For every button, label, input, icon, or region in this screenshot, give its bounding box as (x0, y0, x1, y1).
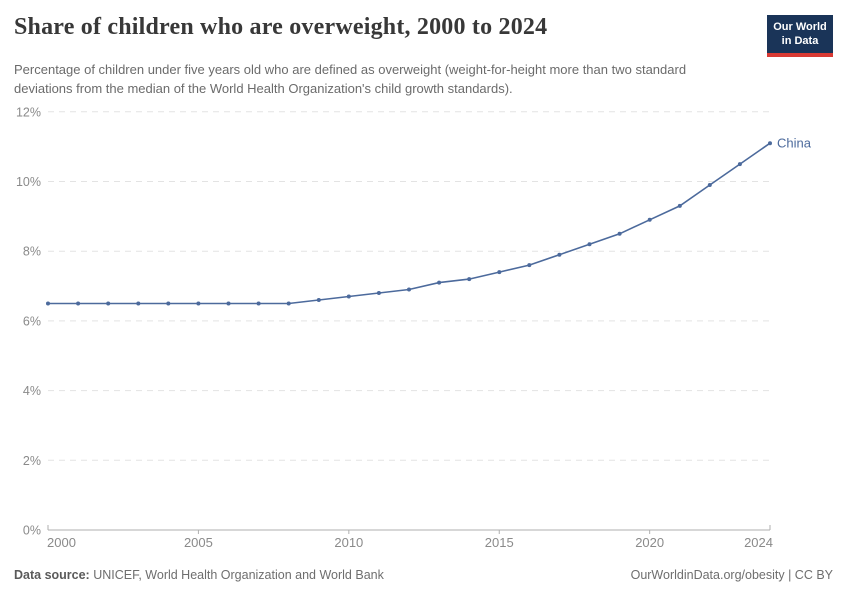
y-tick-label: 12% (16, 105, 41, 119)
data-source-note: Data source: UNICEF, World Health Organi… (14, 568, 384, 582)
data-point (707, 183, 712, 187)
x-tick-label: 2010 (334, 535, 363, 550)
data-point (737, 162, 742, 167)
data-point (376, 291, 381, 295)
x-tick-label: 2024 (744, 535, 773, 550)
data-point (346, 294, 351, 299)
chart-subtitle: Percentage of children under five years … (14, 62, 687, 96)
data-point (286, 301, 291, 306)
y-tick-label: 2% (23, 454, 41, 468)
data-point (587, 242, 592, 247)
data-point (527, 263, 532, 268)
data-point (316, 298, 321, 302)
y-tick-label: 4% (23, 384, 41, 398)
owid-logo-line1: Our World (773, 21, 827, 33)
series-points (46, 141, 772, 306)
series-end-label: China (777, 136, 812, 151)
data-point (467, 277, 472, 282)
x-tick-label: 2020 (635, 535, 664, 550)
owid-credit-link[interactable]: OurWorldinData.org/obesity | CC BY (630, 568, 833, 582)
data-point (677, 203, 682, 208)
gridlines (48, 111, 772, 461)
series-line-china (48, 142, 771, 305)
y-tick-label: 10% (16, 175, 41, 189)
owid-logo[interactable]: Our World in Data (767, 15, 833, 57)
data-source-text: UNICEF, World Health Organization and Wo… (89, 568, 384, 582)
data-point (557, 252, 562, 257)
data-point (617, 231, 622, 236)
data-point (497, 270, 502, 275)
y-tick-label: 8% (23, 245, 41, 259)
series-name-label: China (777, 136, 812, 151)
y-axis-labels: 0% 2% 4% 6% 8% 10% 12% (16, 105, 41, 537)
owid-logo-line2: in Data (781, 35, 819, 48)
data-point (106, 301, 111, 306)
y-tick-label: 0% (23, 524, 41, 538)
y-tick-label: 6% (23, 314, 41, 328)
data-point (196, 301, 201, 306)
data-point (76, 301, 81, 306)
data-point (407, 287, 411, 292)
data-source-label: Data source: (14, 568, 90, 582)
x-tick-label: 2005 (184, 535, 213, 550)
data-point (136, 301, 141, 306)
chart-footer: Data source: UNICEF, World Health Organi… (14, 568, 833, 582)
x-tick-label: 2015 (485, 535, 514, 550)
series-path (48, 142, 771, 305)
x-axis: 2000 2005 2010 2015 2020 2024 (47, 525, 773, 550)
data-point (647, 217, 652, 222)
data-point (768, 141, 772, 146)
data-point (256, 301, 261, 306)
x-tick-label: 2000 (47, 535, 76, 550)
page-title: Share of children who are overweight, 20… (14, 14, 548, 40)
data-point (46, 301, 50, 306)
line-chart: 0% 2% 4% 6% 8% 10% 12% 2000 2005 2010 2015 2020 202… (16, 105, 812, 550)
data-point (437, 280, 442, 285)
data-point (166, 301, 171, 306)
data-point (226, 301, 231, 306)
